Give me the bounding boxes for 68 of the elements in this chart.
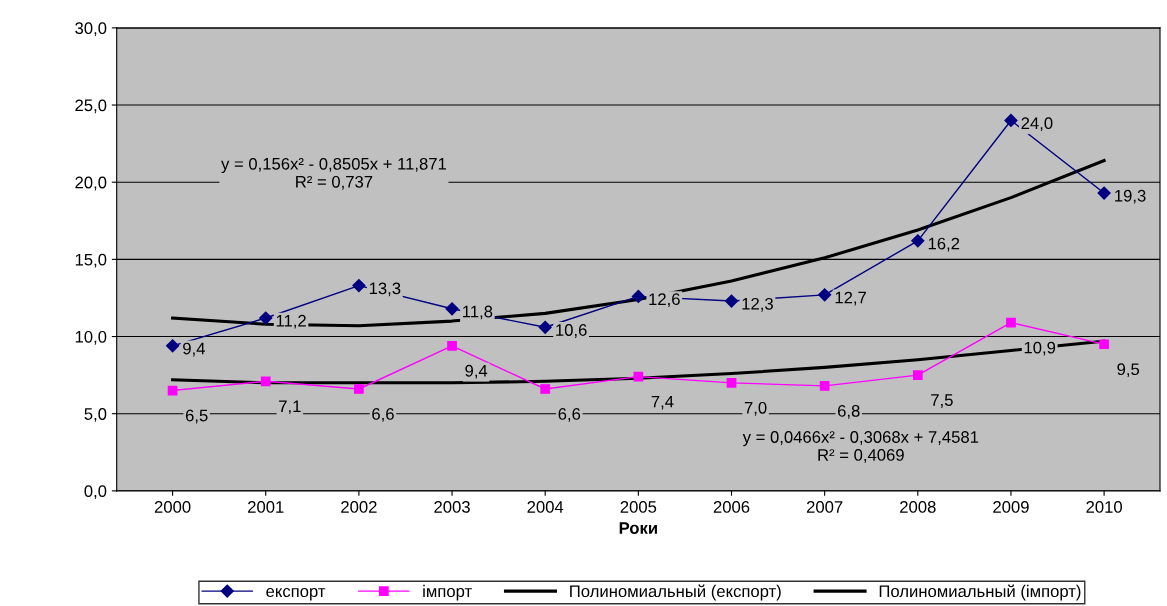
point: [726, 377, 737, 388]
data-label: 9,4: [465, 364, 488, 379]
data-label: 7,5: [931, 394, 953, 408]
y-tick-label: 25,0: [75, 99, 107, 114]
point: [912, 370, 923, 380]
annotation: y = 0,0466x² - 0,3068x + 7,4581 R² = 0,4069: [742, 431, 979, 463]
data-label: 10,6: [556, 324, 587, 338]
x-tick-label: 2008: [900, 501, 936, 513]
x-tick-label: 2002: [341, 501, 377, 513]
x-tick-label: 2006: [713, 501, 750, 513]
data-label: 24,0: [1021, 117, 1053, 132]
point: [352, 279, 366, 293]
x-axis-title: Роки: [619, 522, 657, 534]
data-label: 10,9: [1024, 341, 1056, 356]
data-label: 11,2: [276, 314, 306, 329]
data-label: 7,1: [279, 400, 301, 415]
data-label: 6,5: [185, 409, 208, 424]
point: [259, 311, 273, 325]
y-tick-label: 15,0: [75, 253, 107, 268]
point: [911, 234, 925, 248]
data-label: 7,0: [744, 401, 767, 416]
annotation: y = 0,156x² - 0,8505x + 11,871 R² = 0,737: [221, 157, 446, 190]
point: [166, 339, 180, 353]
data-label: 13,3: [369, 282, 401, 297]
point: [819, 381, 830, 391]
y-tick-label: 30,0: [75, 22, 107, 37]
y-tick-label: 5,0: [84, 408, 107, 422]
x-tick-label: 2009: [993, 501, 1029, 513]
point: [260, 376, 271, 387]
data-label: 7,4: [651, 395, 674, 410]
x-tick-label: 2007: [806, 501, 843, 513]
point: [354, 384, 364, 394]
data-label: 9,4: [183, 342, 205, 357]
point: [818, 288, 832, 302]
point: [1004, 113, 1018, 128]
data-label: 12,7: [835, 291, 866, 306]
y-tick-label: 0,0: [84, 485, 107, 500]
data-label: 12,6: [649, 293, 680, 308]
x-tick-label: 2000: [154, 501, 191, 513]
x-tick-label: 2005: [620, 501, 657, 513]
point: [538, 320, 552, 334]
x-tick-label: 2003: [434, 501, 470, 513]
y-tick-label: 20,0: [75, 176, 107, 191]
data-label: 11,8: [463, 305, 493, 320]
data-label: 6,8: [838, 404, 860, 419]
point: [540, 384, 551, 394]
data-label: 16,2: [928, 237, 960, 252]
data-label: 6,6: [558, 408, 581, 422]
point: [1006, 317, 1016, 328]
point: [633, 371, 644, 382]
data-label: 9,5: [1117, 363, 1140, 378]
point: [1099, 339, 1109, 350]
point: [445, 302, 459, 316]
y-tick-label: 10,0: [75, 330, 107, 345]
data-label: 19,3: [1115, 189, 1146, 204]
point: [1097, 186, 1111, 200]
x-tick-label: 2001: [248, 501, 284, 513]
point: [447, 340, 457, 351]
legend-label: Полиномиальный (експорт): [570, 584, 781, 601]
point: [631, 289, 645, 303]
legend-label: експорт: [266, 587, 326, 601]
data-label: 6,6: [372, 408, 394, 422]
x-tick-label: 2004: [527, 501, 564, 513]
data-label: 12,3: [742, 297, 773, 312]
point: [724, 294, 739, 308]
legend-label: імпорт: [423, 584, 472, 601]
x-tick-label: 2010: [1086, 501, 1122, 513]
legend-label: Полиномиальный (імпорт): [879, 584, 1081, 601]
